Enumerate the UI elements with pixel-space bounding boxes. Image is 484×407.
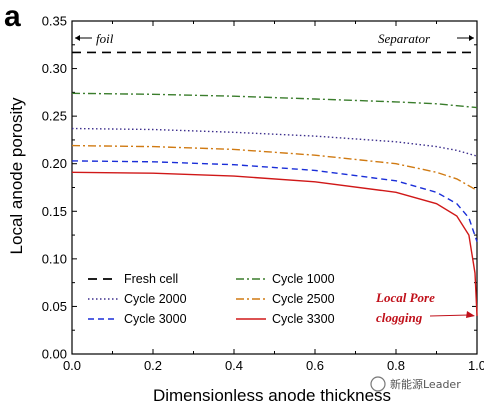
x-tick-label-3: 0.6 [306, 358, 324, 373]
plot-area: 0.00 0.05 0.10 0.15 0.20 0.25 0.30 0.35 0.0 0.2 0.… [42, 14, 484, 392]
legend-label-1: Cycle 1000 [272, 272, 335, 286]
foil-note: foil [96, 31, 114, 46]
series-line-3 [71, 144, 478, 192]
x-axis-title: Dimensionless anode thickness [153, 386, 391, 405]
separator-arrowhead [469, 35, 474, 41]
legend-label-0: Fresh cell [124, 272, 178, 286]
legend-label-3: Cycle 2500 [272, 292, 335, 306]
x-tick-label-4: 0.8 [387, 358, 405, 373]
panel-letter: a [4, 0, 21, 33]
x-tick-label-0: 0.0 [63, 358, 81, 373]
y-tick-label-4: 0.20 [42, 156, 67, 171]
annotation-arrow [429, 314, 470, 317]
y-tick-label-6: 0.30 [42, 61, 67, 76]
foil-arrowhead [75, 35, 80, 41]
y-tick-label-1: 0.05 [42, 299, 67, 314]
legend-label-2: Cycle 2000 [124, 292, 187, 306]
y-tick-label-7: 0.35 [42, 14, 67, 29]
y-tick-label-2: 0.10 [42, 251, 67, 266]
pore-clogging-line2: clogging [376, 310, 423, 325]
pore-clogging-line1: Local Pore [375, 290, 435, 305]
series-line-2 [71, 127, 478, 157]
separator-note: Separator [378, 31, 431, 46]
series-line-4 [71, 160, 478, 242]
x-tick-label-5: 1.0 [468, 358, 484, 373]
legend-label-4: Cycle 3000 [124, 312, 187, 326]
y-axis-title: Local anode porosity [7, 97, 26, 254]
series-line-5 [71, 171, 478, 316]
watermark-icon [370, 376, 386, 392]
x-tick-label-1: 0.2 [144, 358, 162, 373]
y-tick-label-0: 0.00 [42, 347, 67, 362]
watermark-text: 新能源Leader [390, 377, 461, 391]
y-tick-label-5: 0.25 [42, 109, 67, 124]
annotation-arrowhead [466, 310, 475, 318]
y-tick-label-3: 0.15 [42, 204, 67, 219]
legend-label-5: Cycle 3300 [272, 312, 335, 326]
x-tick-label-2: 0.4 [225, 358, 243, 373]
series-line-1 [71, 92, 478, 109]
